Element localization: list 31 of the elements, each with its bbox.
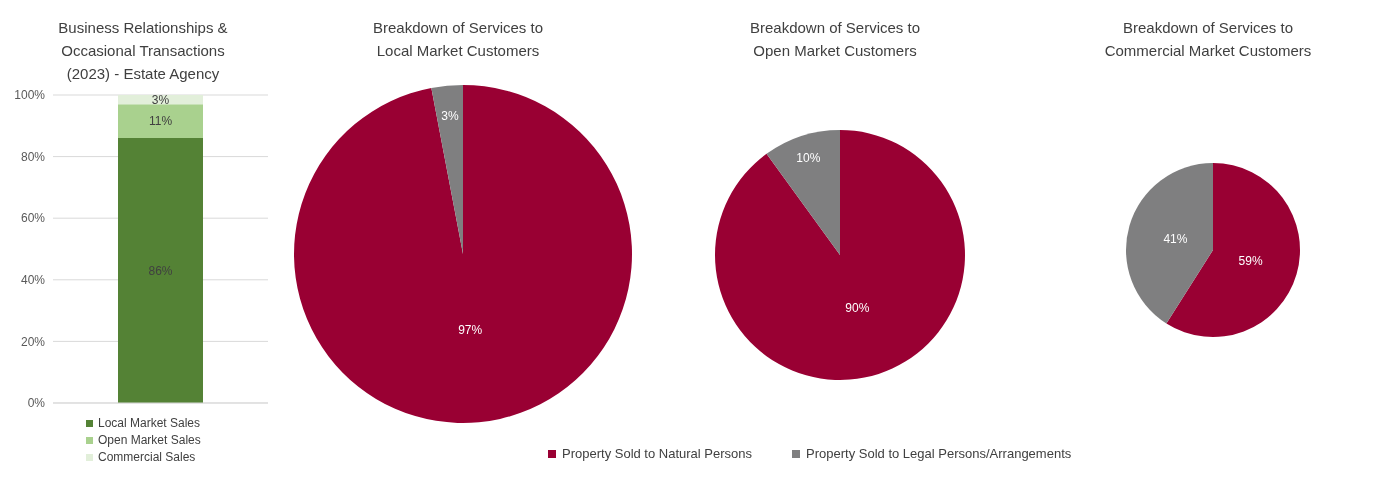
legend-label: Property Sold to Legal Persons/Arrangements	[806, 446, 1072, 461]
y-tick-label: 60%	[20, 211, 46, 226]
pie-slice	[431, 85, 463, 254]
bar	[118, 104, 203, 139]
legend-label: Open Market Sales	[98, 432, 201, 449]
data-label: 97%	[458, 322, 483, 337]
data-label: 59%	[1238, 253, 1263, 268]
data-label: 11%	[148, 114, 173, 129]
y-tick-label: 100%	[14, 88, 46, 103]
data-label: 86%	[148, 263, 173, 278]
chart-title: Business Relationships & Occasional Transactions (2023) - Estate Agency	[57, 18, 229, 84]
chart-title: Breakdown of Services to Local Market Customers	[371, 18, 545, 61]
legend-label: Local Market Sales	[98, 415, 201, 432]
pie-slice	[1126, 163, 1213, 324]
data-label: 90%	[845, 301, 870, 316]
pie-slice	[715, 130, 965, 380]
y-tick-label: 0%	[27, 396, 46, 411]
y-tick-label: 40%	[20, 273, 46, 288]
data-label: 3%	[151, 92, 170, 107]
pie-slice	[294, 85, 632, 423]
y-tick-label: 20%	[20, 334, 46, 349]
legend-label: Commercial Sales	[98, 449, 196, 466]
chart-title: Breakdown of Services to Open Market Customers	[748, 18, 922, 61]
data-label: 10%	[796, 150, 821, 165]
chart-title: Breakdown of Services to Commercial Market Customers	[1103, 18, 1313, 61]
pie-slice	[766, 130, 840, 255]
legend-label: Property Sold to Natural Persons	[562, 446, 753, 461]
data-label: 3%	[441, 109, 459, 124]
data-label: 41%	[1163, 232, 1188, 247]
bar	[118, 138, 203, 403]
y-tick-label: 80%	[20, 149, 46, 164]
